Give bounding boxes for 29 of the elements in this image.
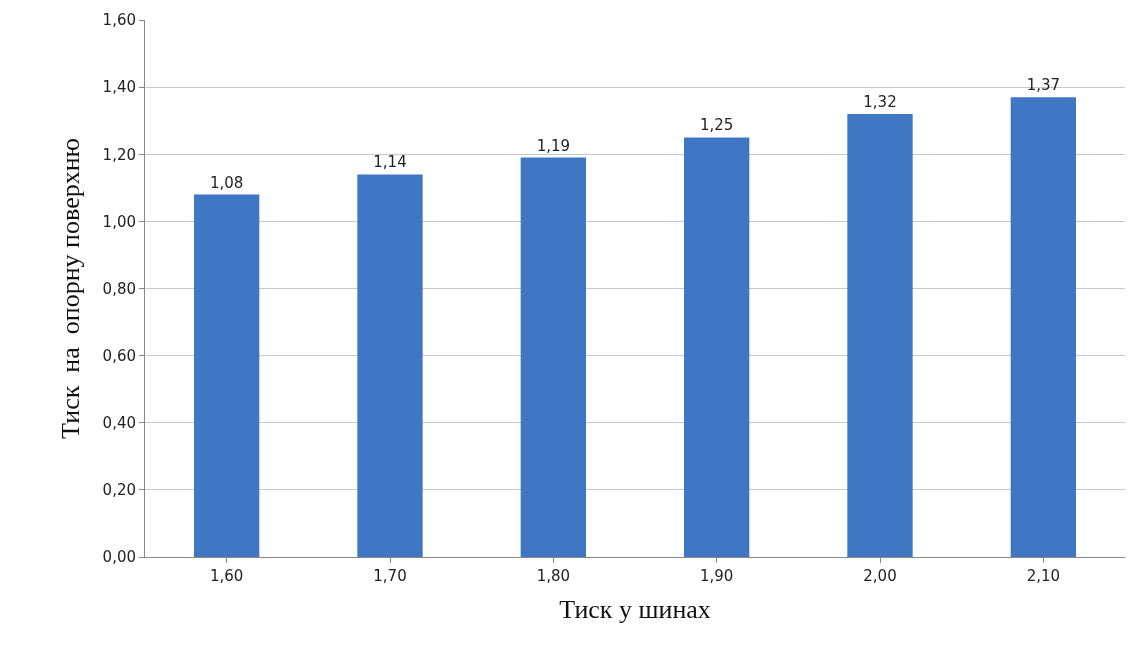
x-tick-label: 2,00 — [863, 567, 897, 585]
y-tick-label: 0,20 — [102, 481, 136, 500]
y-tick-label: 1,40 — [102, 78, 136, 97]
bar — [684, 137, 750, 557]
data-label: 1,08 — [209, 173, 244, 192]
x-axis-title: Тиск у шинах — [559, 594, 711, 624]
data-label: 1,32 — [863, 92, 897, 111]
y-tick-label: 1,60 — [102, 11, 136, 30]
x-tick-label: 1,90 — [699, 567, 734, 585]
x-tick-label: 1,60 — [209, 567, 244, 585]
x-tick-label: 1,70 — [373, 567, 407, 585]
data-label: 1,37 — [1026, 76, 1061, 95]
bar — [847, 113, 913, 557]
y-axis-title: Тиск на опорну поверхню — [55, 137, 85, 440]
x-tick-label: 2,10 — [1026, 567, 1061, 585]
bar — [520, 157, 586, 557]
y-tick-label: 0,40 — [102, 414, 136, 432]
bar — [194, 194, 260, 557]
x-tick-label: 1,80 — [536, 567, 571, 585]
y-tick-label: 0,60 — [102, 346, 136, 365]
y-tick-label: 0,80 — [102, 279, 136, 298]
y-tick-label: 1,00 — [102, 212, 136, 231]
y-tick-label: 0,00 — [102, 548, 136, 567]
data-label: 1,14 — [373, 153, 407, 172]
bar — [357, 174, 423, 557]
y-tick-label: 1,20 — [102, 145, 136, 164]
data-label: 1,19 — [536, 136, 571, 155]
bar — [1010, 97, 1076, 557]
data-label: 1,25 — [699, 116, 734, 135]
